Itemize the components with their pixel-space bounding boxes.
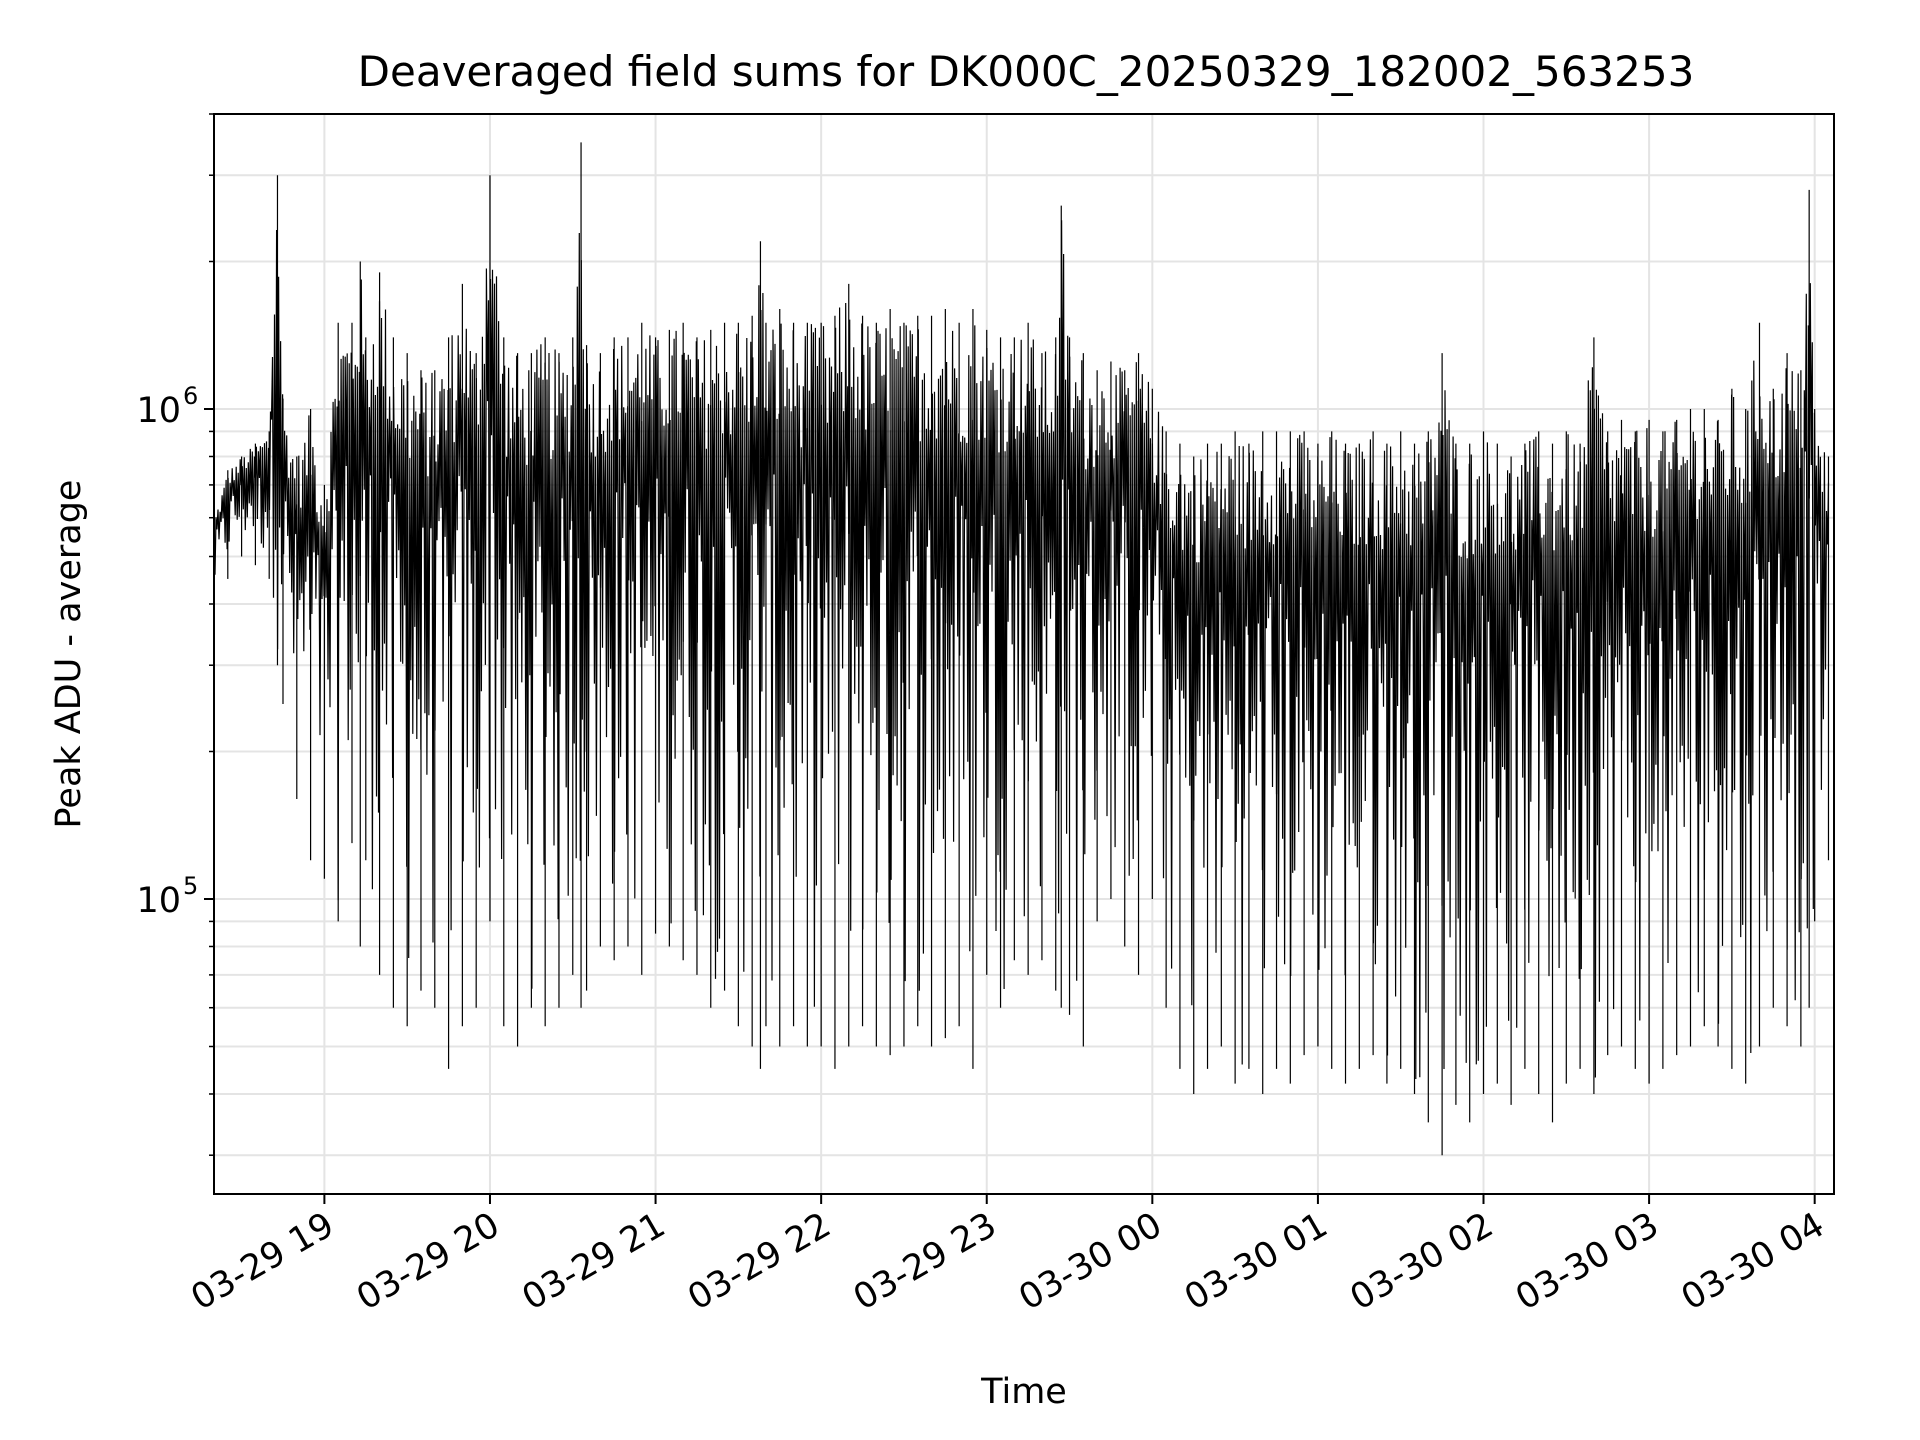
plot-frame: [213, 113, 1835, 1195]
y-axis-label: Peak ADU - average: [49, 480, 89, 829]
y-tick-exponent: 5: [183, 872, 198, 900]
chart-title: Deaveraged field sums for DK000C_2025032…: [358, 47, 1695, 96]
data-series-line: [213, 220, 1830, 1080]
y-tick-label: 10: [136, 391, 181, 431]
x-axis-label: Time: [980, 1372, 1067, 1412]
y-tick-label: 10: [136, 881, 181, 921]
data-layer: [213, 142, 1830, 1156]
y-tick-exponent: 6: [183, 382, 198, 410]
